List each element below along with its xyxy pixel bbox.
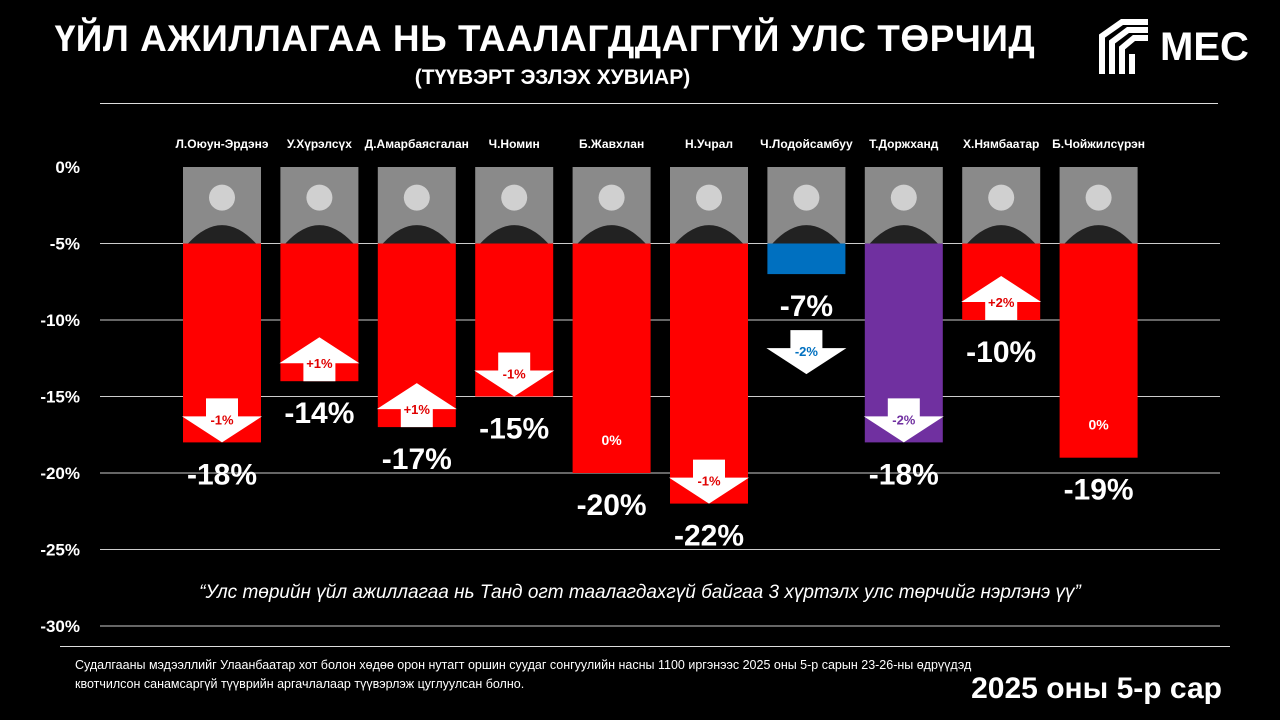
mec-logo-icon: [1099, 19, 1148, 74]
photo-suit: [480, 225, 549, 244]
photo-suit: [1064, 225, 1133, 244]
logo-text: MEC: [1160, 24, 1249, 69]
value-label: -18%: [187, 458, 257, 491]
value-label: -10%: [966, 336, 1036, 369]
bar: [767, 243, 846, 275]
value-label: -17%: [382, 443, 452, 476]
change-label: +1%: [404, 402, 431, 417]
chart-subtitle: (ТҮҮВЭРТ ЭЗЛЭХ ХУВИАР): [414, 66, 691, 89]
change-label: -2%: [795, 344, 819, 359]
photo-suit: [967, 225, 1036, 244]
photo-suit: [285, 225, 354, 244]
methodology-note: Судалгааны мэдээллийг Улаанбаатар хот бо…: [75, 658, 972, 691]
value-label: -20%: [577, 489, 647, 522]
y-tick-label: -15%: [40, 388, 80, 407]
down-arrow-icon: [669, 459, 749, 504]
y-tick-label: -5%: [50, 235, 80, 254]
bar: [1059, 243, 1138, 458]
up-arrow-icon: [961, 276, 1042, 320]
category-label: Ч.Лодойсамбуу: [760, 137, 853, 151]
down-arrow-icon: [182, 398, 262, 443]
value-label: -15%: [479, 413, 549, 446]
value-label: -7%: [780, 290, 833, 323]
category-label: Н.Учрал: [685, 137, 733, 151]
survey-question: “Улс төрийн үйл ажиллагаа нь Танд огт та…: [199, 582, 1081, 603]
change-label: +2%: [988, 295, 1015, 310]
photo-face: [501, 184, 528, 211]
up-arrow-icon: [279, 337, 360, 382]
change-label: -2%: [892, 412, 916, 427]
photo-face: [696, 184, 722, 211]
value-label: -18%: [869, 458, 939, 491]
y-tick-label: -20%: [40, 464, 80, 483]
photo-face: [209, 184, 235, 211]
category-label: Ч.Номин: [489, 137, 540, 151]
photo-face: [988, 184, 1015, 211]
photo-face: [306, 184, 333, 211]
up-arrow-icon: [376, 383, 457, 428]
photo-suit: [772, 225, 841, 244]
photo-face: [793, 184, 820, 211]
category-label: Х.Нямбаатар: [963, 137, 1039, 151]
survey-date: 2025 оны 5-р сар: [971, 672, 1222, 705]
down-arrow-icon: [766, 330, 847, 375]
footer-divider: [60, 646, 1230, 647]
title-divider: [100, 103, 1218, 104]
value-label: -14%: [284, 397, 354, 430]
photo-suit: [675, 225, 743, 244]
value-label: -22%: [674, 520, 744, 553]
category-label: Б.Жавхлан: [579, 137, 644, 151]
photo-suit: [869, 225, 938, 244]
down-arrow-icon: [863, 398, 944, 443]
photo-face: [403, 184, 430, 211]
category-label: Т.Доржханд: [869, 137, 939, 151]
category-label: У.Хүрэлсүх: [287, 137, 352, 151]
y-tick-label: -30%: [40, 617, 80, 636]
y-tick-label: 0%: [55, 158, 80, 177]
chart-title: ҮЙЛ АЖИЛЛАГАА НЬ ТААЛАГДДАГГҮЙ УЛС ТӨРЧИ…: [54, 18, 1036, 59]
photo-face: [1085, 184, 1112, 211]
y-tick-label: -10%: [40, 311, 80, 330]
y-tick-label: -25%: [40, 541, 80, 560]
change-label: 0%: [1088, 417, 1109, 433]
change-label: -1%: [697, 474, 721, 489]
bar: [572, 243, 651, 473]
category-label: Б.Чойжилсүрэн: [1052, 137, 1145, 151]
change-label: -1%: [210, 412, 234, 427]
photo-suit: [577, 225, 646, 244]
mec-logo: MEC: [1098, 14, 1258, 80]
change-label: +1%: [306, 356, 333, 371]
category-label: Д.Амарбаясгалан: [365, 137, 469, 151]
photo-suit: [382, 225, 451, 244]
photo-suit: [188, 225, 256, 244]
down-arrow-icon: [474, 352, 555, 397]
category-label: Л.Оюун-Эрдэнэ: [176, 137, 269, 151]
change-label: -1%: [503, 367, 527, 382]
photo-face: [598, 184, 625, 211]
photo-face: [890, 184, 917, 211]
value-label: -19%: [1064, 474, 1134, 507]
change-label: 0%: [601, 432, 622, 448]
